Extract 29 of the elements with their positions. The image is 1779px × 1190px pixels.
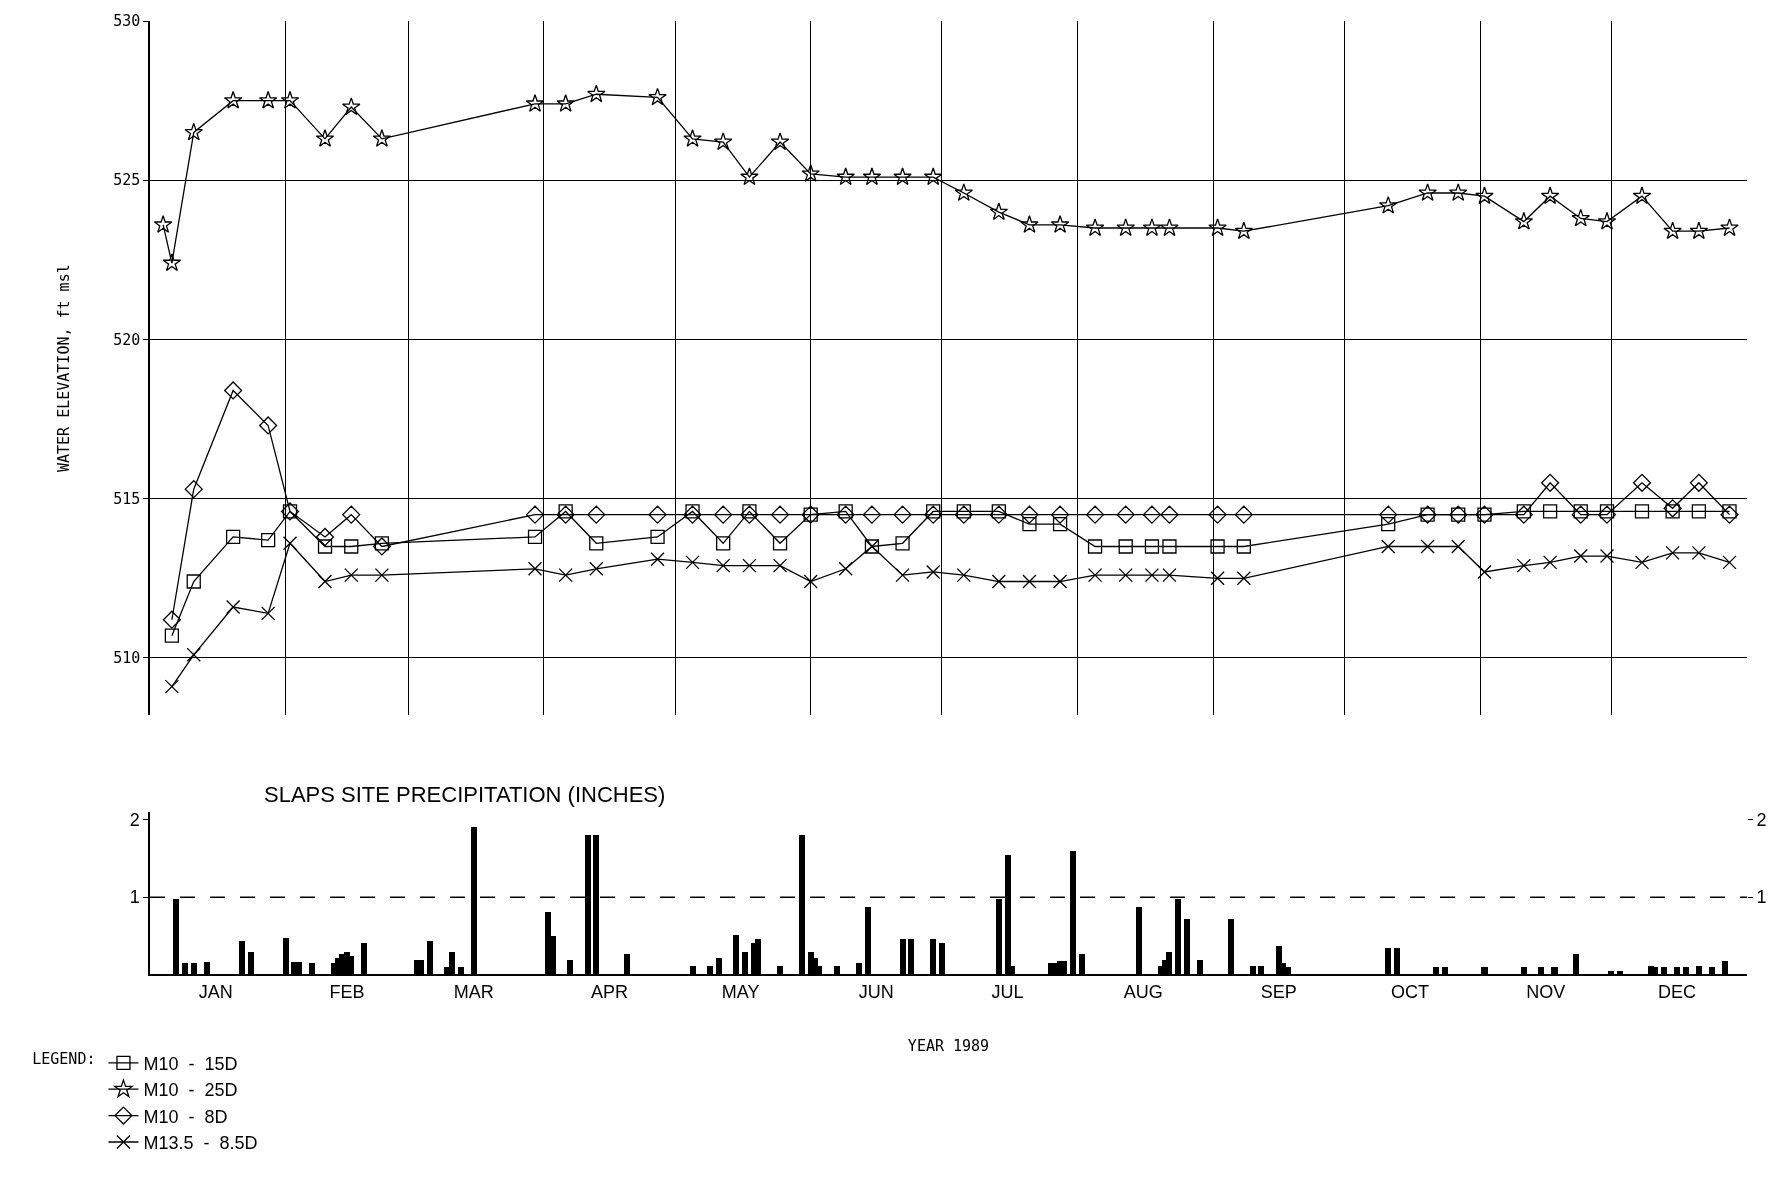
y-tick-label: 2 — [129, 810, 140, 831]
x-tick-label: JAN — [198, 981, 233, 1002]
x-tick-label: MAR — [453, 981, 494, 1002]
legend-label: M10 - 15D — [143, 1053, 238, 1074]
y-axis-title: WATER ELEVATION, ft msl — [54, 264, 73, 472]
x-tick-label: AUG — [1123, 981, 1163, 1002]
y-tick-label: 520 — [113, 330, 141, 349]
x-tick-label: JUL — [991, 981, 1024, 1002]
x-tick-label: FEB — [329, 981, 365, 1002]
x-tick-label: NOV — [1526, 981, 1566, 1002]
x-tick-label: DEC — [1657, 981, 1696, 1002]
y-tick-label: 1 — [129, 887, 140, 908]
y2-tick-label: 2 — [1756, 810, 1767, 831]
x-axis-title: YEAR 1989 — [907, 1037, 990, 1056]
legend-label: M10 - 25D — [143, 1080, 238, 1101]
x-tick-label: APR — [590, 981, 628, 1002]
legend-title: LEGEND: — [32, 1050, 96, 1069]
x-tick-label: OCT — [1391, 981, 1430, 1002]
y-tick-label: 525 — [113, 171, 141, 190]
x-tick-label: JUN — [858, 981, 894, 1002]
x-tick-label: MAY — [721, 981, 760, 1002]
legend-label: M10 - 8D — [143, 1106, 228, 1127]
y-tick-label: 515 — [113, 489, 141, 508]
chart-title: SLAPS SITE PRECIPITATION (INCHES) — [264, 782, 666, 807]
x-tick-label: SEP — [1260, 981, 1297, 1002]
y-tick-label: 510 — [113, 649, 141, 668]
legend-label: M13.5 - 8.5D — [143, 1133, 258, 1154]
y2-tick-label: 1 — [1756, 887, 1767, 908]
y-tick-label: 530 — [113, 12, 141, 31]
